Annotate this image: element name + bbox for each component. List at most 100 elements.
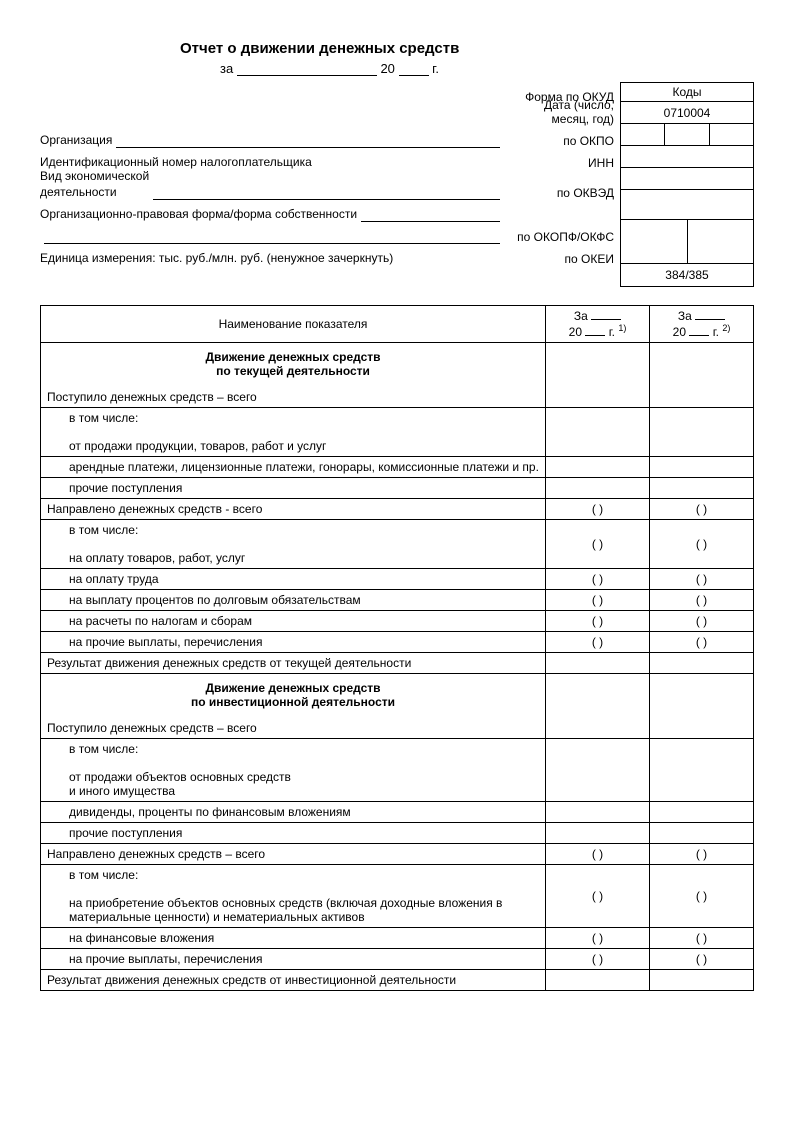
header-row: Идентификационный номер налогоплательщик… bbox=[40, 148, 620, 170]
table-row: Результат движения денежных средств от и… bbox=[41, 970, 754, 991]
table-row: на выплату процентов по долговым обязате… bbox=[41, 590, 754, 611]
row-name-cell: на финансовые вложения bbox=[41, 928, 546, 949]
row-name-cell: на оплату труда bbox=[41, 569, 546, 590]
table-row: прочие поступления bbox=[41, 478, 754, 499]
table-row: на прочие выплаты, перечисления( )( ) bbox=[41, 632, 754, 653]
row-text: на оплату труда bbox=[69, 572, 539, 586]
period2-cell bbox=[650, 408, 754, 457]
row-text: в том числе: от продажи продукции, товар… bbox=[69, 411, 539, 453]
period1-cell bbox=[546, 457, 650, 478]
period1-cell bbox=[546, 970, 650, 991]
row-name-cell: прочие поступления bbox=[41, 478, 546, 499]
table-row: Направлено денежных средств – всего( )( … bbox=[41, 844, 754, 865]
header-row: Вид экономической деятельностипо ОКВЭД bbox=[40, 170, 620, 200]
header-left-text: Вид экономической деятельности bbox=[40, 168, 510, 200]
header-left-text: Организация bbox=[40, 132, 510, 148]
period2-cell bbox=[650, 739, 754, 802]
row-name-cell: Движение денежных средств по текущей дея… bbox=[41, 343, 546, 408]
table-row: прочие поступления bbox=[41, 823, 754, 844]
period2-cell: ( ) bbox=[650, 865, 754, 928]
period-year-blank bbox=[399, 62, 429, 76]
row-text: в том числе: на приобретение объектов ос… bbox=[69, 868, 539, 924]
fill-line bbox=[116, 134, 500, 148]
row-name-cell: Результат движения денежных средств от т… bbox=[41, 653, 546, 674]
kody-title: Коды bbox=[621, 83, 753, 102]
period1-cell bbox=[546, 823, 650, 844]
period2-cell: ( ) bbox=[650, 611, 754, 632]
period2-cell bbox=[650, 802, 754, 823]
period2-cell: ( ) bbox=[650, 569, 754, 590]
row-text: Поступило денежных средств – всего bbox=[47, 721, 539, 735]
header-left-text: Организационно-правовая форма/форма собс… bbox=[40, 206, 510, 222]
table-row: на финансовые вложения ( )( ) bbox=[41, 928, 754, 949]
header-grid: Форма по ОКУДДата (число, месяц, год)Орг… bbox=[40, 82, 754, 287]
period1-cell: ( ) bbox=[546, 949, 650, 970]
fill-line bbox=[44, 230, 500, 244]
period1-cell bbox=[546, 653, 650, 674]
period-prefix: за bbox=[220, 61, 233, 76]
period-suffix: г. bbox=[432, 61, 439, 76]
fill-line bbox=[361, 208, 500, 222]
kody-cell bbox=[621, 190, 753, 220]
period1-cell: ( ) bbox=[546, 632, 650, 653]
header-code-label: Дата (число, месяц, год) bbox=[510, 98, 620, 126]
row-text: прочие поступления bbox=[69, 826, 539, 840]
table-row: Направлено денежных средств - всего( )( … bbox=[41, 499, 754, 520]
period1-cell: ( ) bbox=[546, 569, 650, 590]
kody-cell bbox=[621, 146, 753, 168]
kody-cell bbox=[621, 220, 753, 264]
period1-cell bbox=[546, 739, 650, 802]
period2-cell: ( ) bbox=[650, 632, 754, 653]
period-year-prefix: 20 bbox=[380, 61, 394, 76]
header-row: Дата (число, месяц, год) bbox=[40, 104, 620, 126]
period2-cell bbox=[650, 823, 754, 844]
row-text: Поступило денежных средств – всего bbox=[47, 390, 539, 404]
row-name-cell: Движение денежных средств по инвестицион… bbox=[41, 674, 546, 739]
row-text: в том числе: от продажи объектов основны… bbox=[69, 742, 539, 798]
period1-cell: ( ) bbox=[546, 499, 650, 520]
row-text: на финансовые вложения bbox=[69, 931, 539, 945]
header-code-label: ИНН bbox=[510, 156, 620, 170]
period2-cell: ( ) bbox=[650, 928, 754, 949]
period1-cell: ( ) bbox=[546, 611, 650, 632]
col-header-name: Наименование показателя bbox=[41, 306, 546, 343]
header-code-label: по ОКОПФ/ОКФС bbox=[510, 230, 620, 244]
period2-cell bbox=[650, 343, 754, 408]
fill-line bbox=[153, 186, 500, 200]
header-row: Единица измерения: тыс. руб./млн. руб. (… bbox=[40, 244, 620, 266]
row-name-cell: на расчеты по налогам и сборам bbox=[41, 611, 546, 632]
period2-cell bbox=[650, 674, 754, 739]
period1-cell bbox=[546, 802, 650, 823]
row-text: арендные платежи, лицензионные платежи, … bbox=[69, 460, 539, 474]
row-name-cell: в том числе: на оплату товаров, работ, у… bbox=[41, 520, 546, 569]
period1-cell: ( ) bbox=[546, 520, 650, 569]
table-row: в том числе: от продажи продукции, товар… bbox=[41, 408, 754, 457]
row-text: прочие поступления bbox=[69, 481, 539, 495]
kody-cell: 0710004 bbox=[621, 102, 753, 124]
col-header-period-1: За 20 г. 1) bbox=[546, 306, 650, 343]
table-row: арендные платежи, лицензионные платежи, … bbox=[41, 457, 754, 478]
table-row: на расчеты по налогам и сборам ( )( ) bbox=[41, 611, 754, 632]
row-name-cell: Направлено денежных средств – всего bbox=[41, 844, 546, 865]
period-blank-1 bbox=[237, 62, 377, 76]
row-text: в том числе: на оплату товаров, работ, у… bbox=[69, 523, 539, 565]
row-text: дивиденды, проценты по финансовым вложен… bbox=[69, 805, 539, 819]
period2-cell: ( ) bbox=[650, 844, 754, 865]
row-text: на выплату процентов по долговым обязате… bbox=[69, 593, 539, 607]
period1-cell bbox=[546, 408, 650, 457]
period2-cell: ( ) bbox=[650, 520, 754, 569]
doc-period-line: за 20 г. bbox=[220, 61, 754, 76]
table-row: в том числе: на приобретение объектов ос… bbox=[41, 865, 754, 928]
period2-cell bbox=[650, 970, 754, 991]
section-heading: Движение денежных средств по текущей дея… bbox=[47, 346, 539, 390]
period1-cell: ( ) bbox=[546, 928, 650, 949]
row-name-cell: дивиденды, проценты по финансовым вложен… bbox=[41, 802, 546, 823]
doc-title: Отчет о движении денежных средств bbox=[180, 40, 754, 57]
row-name-cell: в том числе: от продажи продукции, товар… bbox=[41, 408, 546, 457]
table-row: Результат движения денежных средств от т… bbox=[41, 653, 754, 674]
row-text: на расчеты по налогам и сборам bbox=[69, 614, 539, 628]
section-heading: Движение денежных средств по инвестицион… bbox=[47, 677, 539, 721]
period2-cell bbox=[650, 653, 754, 674]
table-row: на прочие выплаты, перечисления( )( ) bbox=[41, 949, 754, 970]
header-code-label: по ОКЕИ bbox=[510, 252, 620, 266]
